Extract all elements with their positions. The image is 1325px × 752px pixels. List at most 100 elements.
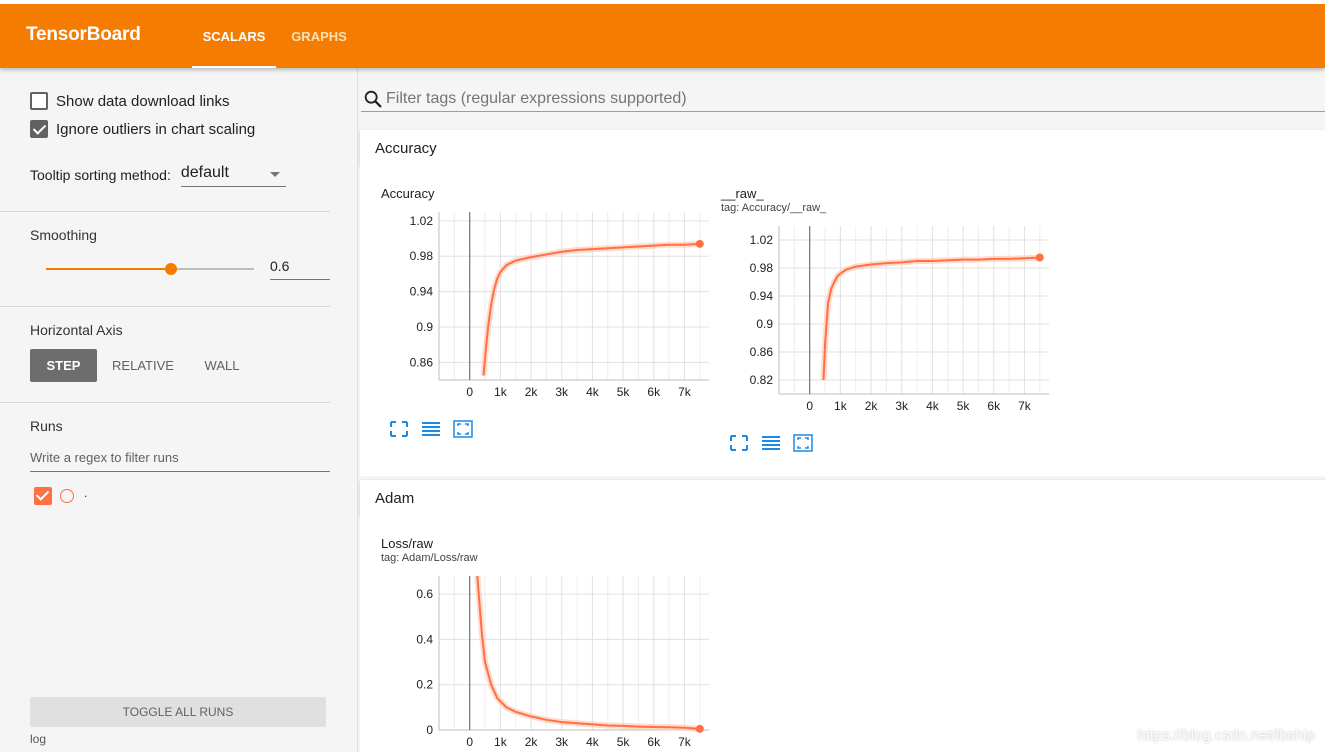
runs-filter-input[interactable]: Write a regex to filter runs bbox=[30, 450, 330, 472]
x-tick-label: 1k bbox=[494, 735, 508, 749]
x-tick-label: 3k bbox=[895, 399, 909, 413]
series-line bbox=[822, 256, 1040, 381]
chart-title: Loss/raw bbox=[381, 536, 434, 551]
app-title[interactable]: TensorBoard bbox=[26, 24, 141, 45]
series-raw-line bbox=[474, 575, 701, 732]
smoothing-value-input[interactable]: 0.6 bbox=[270, 258, 330, 280]
x-tick-label: 5k bbox=[617, 735, 631, 749]
watermark: https://blog.csdn.net/lbship bbox=[1137, 727, 1315, 744]
x-tick-label: 3k bbox=[555, 385, 569, 399]
x-tick-label: 2k bbox=[525, 385, 539, 399]
x-tick-label: 2k bbox=[865, 399, 879, 413]
chart-accuracy-raw[interactable]: 1.02 0.98 0.94 0.9 0.86 0.82 0 1k 2k 3k 4k 5k 6k 7k bbox=[721, 218, 1061, 418]
chart-card-accuracy-raw: __raw_ tag: Accuracy/__raw_ 1.02 0.98 0.94… bbox=[721, 186, 1061, 466]
show-download-links-row[interactable]: Show data download links bbox=[30, 92, 229, 110]
run-color-circle-icon[interactable] bbox=[60, 489, 74, 503]
fullscreen-icon[interactable] bbox=[729, 434, 749, 452]
x-tick-label: 4k bbox=[586, 385, 600, 399]
show-download-links-label: Show data download links bbox=[56, 92, 230, 110]
show-download-links-checkbox[interactable] bbox=[30, 92, 48, 110]
x-tick-label: 5k bbox=[617, 385, 631, 399]
chart-title: __raw_ bbox=[721, 186, 764, 201]
toggle-all-runs-button[interactable]: TOGGLE ALL RUNS bbox=[30, 697, 326, 727]
chart-loss-raw[interactable]: 0.6 0.4 0.2 0 0 1k 2k 3k 4k 5k 6k 7k bbox=[381, 568, 721, 752]
chart-card-accuracy: Accuracy 1.02 0.98 0.94 0.9 0.86 0 1k 2k 3k 4k 5k 6… bbox=[381, 186, 721, 446]
fit-domain-icon[interactable] bbox=[453, 420, 473, 438]
y-tick-label: 0.86 bbox=[410, 355, 434, 369]
tooltip-sorting-value: default bbox=[180, 164, 229, 181]
run-name: . bbox=[84, 486, 88, 500]
dropdown-caret-icon bbox=[269, 172, 280, 177]
y-tick-label: 0.98 bbox=[750, 261, 774, 275]
chart-title: Accuracy bbox=[381, 186, 435, 201]
series-line bbox=[476, 575, 700, 730]
y-tick-label: 0.4 bbox=[416, 632, 433, 646]
ignore-outliers-checkbox[interactable] bbox=[30, 120, 48, 138]
y-tick-label: 0.9 bbox=[756, 317, 773, 331]
top-bar: TensorBoard SCALARS GRAPHS bbox=[0, 0, 1325, 68]
y-tick-label: 0.98 bbox=[410, 249, 434, 263]
y-tick-label: 0.6 bbox=[416, 587, 433, 601]
fit-domain-icon[interactable] bbox=[793, 434, 813, 452]
smoothing-slider[interactable] bbox=[46, 263, 254, 275]
y-tick-label: 1.02 bbox=[410, 214, 434, 228]
chart-actions bbox=[729, 434, 813, 452]
x-tick-label: 5k bbox=[957, 399, 971, 413]
x-tick-label: 6k bbox=[647, 735, 661, 749]
series-end-point bbox=[695, 724, 704, 733]
ignore-outliers-row[interactable]: Ignore outliers in chart scaling bbox=[30, 120, 255, 138]
tooltip-sorting-label: Tooltip sorting method: bbox=[30, 167, 171, 183]
tag-filter[interactable]: Filter tags (regular expressions support… bbox=[361, 86, 1325, 112]
tag-filter-placeholder: Filter tags (regular expressions support… bbox=[386, 89, 687, 107]
tooltip-sorting-select[interactable]: default bbox=[180, 164, 286, 187]
divider bbox=[0, 402, 330, 403]
chart-accuracy[interactable]: 1.02 0.98 0.94 0.9 0.86 0 1k 2k 3k 4k 5k 6k 7k bbox=[381, 204, 721, 404]
chart-card-loss-raw: Loss/raw tag: Adam/Loss/raw 0.6 0.4 0.2 0 0 1… bbox=[381, 536, 721, 752]
axis-step-button[interactable]: STEP bbox=[30, 349, 97, 382]
category-header-adam[interactable]: Adam bbox=[360, 480, 1325, 516]
y-tick-label: 1.02 bbox=[750, 233, 774, 247]
ignore-outliers-label: Ignore outliers in chart scaling bbox=[56, 120, 256, 138]
toggle-log-scale-icon[interactable] bbox=[761, 434, 781, 452]
y-tick-label: 0.94 bbox=[750, 289, 774, 303]
main-content: Filter tags (regular expressions support… bbox=[359, 68, 1325, 752]
series-end-point bbox=[1035, 253, 1044, 262]
run-checkbox[interactable] bbox=[34, 487, 52, 505]
x-tick-label: 0 bbox=[466, 735, 473, 749]
series-end-point bbox=[695, 239, 704, 248]
toggle-log-scale-icon[interactable] bbox=[421, 420, 441, 438]
x-tick-label: 4k bbox=[586, 735, 600, 749]
x-tick-label: 1k bbox=[494, 385, 508, 399]
divider bbox=[0, 306, 330, 307]
tab-graphs[interactable]: GRAPHS bbox=[291, 28, 347, 44]
smoothing-label: Smoothing bbox=[30, 227, 97, 243]
y-tick-label: 0 bbox=[426, 723, 433, 737]
runs-label: Runs bbox=[30, 418, 63, 434]
axis-wall-button[interactable]: WALL bbox=[204, 358, 240, 373]
smoothing-slider-thumb[interactable] bbox=[164, 263, 177, 275]
divider bbox=[0, 211, 330, 212]
x-tick-label: 0 bbox=[806, 399, 813, 413]
series-line bbox=[482, 242, 700, 376]
axis-relative-button[interactable]: RELATIVE bbox=[112, 358, 174, 373]
y-tick-label: 0.2 bbox=[416, 678, 433, 692]
smoothing-slider-fill bbox=[46, 268, 171, 270]
y-tick-label: 0.94 bbox=[410, 285, 434, 299]
x-tick-label: 6k bbox=[987, 399, 1001, 413]
tab-scalars[interactable]: SCALARS bbox=[192, 4, 276, 68]
x-tick-label: 0 bbox=[466, 385, 473, 399]
y-tick-label: 0.86 bbox=[750, 345, 774, 359]
category-panel-accuracy bbox=[360, 166, 1325, 476]
y-tick-label: 0.82 bbox=[750, 373, 774, 387]
x-tick-label: 7k bbox=[1018, 399, 1032, 413]
category-header-accuracy[interactable]: Accuracy bbox=[360, 130, 1325, 166]
x-tick-label: 1k bbox=[834, 399, 848, 413]
sidebar: Show data download links Ignore outliers… bbox=[0, 68, 358, 752]
x-tick-label: 2k bbox=[525, 735, 539, 749]
logdir-label: log bbox=[30, 732, 47, 746]
chart-subtitle: tag: Adam/Loss/raw bbox=[381, 552, 478, 564]
x-tick-label: 3k bbox=[555, 735, 569, 749]
x-tick-label: 4k bbox=[926, 399, 940, 413]
fullscreen-icon[interactable] bbox=[389, 420, 409, 438]
chart-subtitle: tag: Accuracy/__raw_ bbox=[721, 202, 827, 214]
